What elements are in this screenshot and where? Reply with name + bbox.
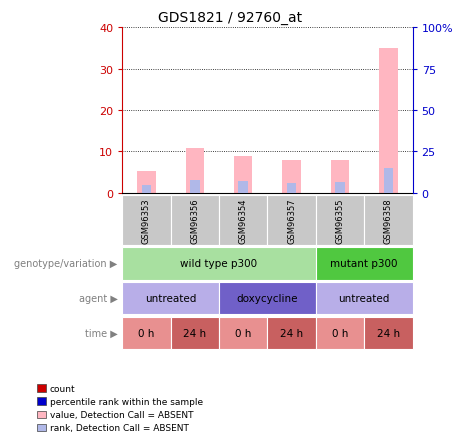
Text: 0 h: 0 h xyxy=(332,328,348,338)
Bar xyxy=(137,172,155,193)
Text: GSM96355: GSM96355 xyxy=(336,197,344,243)
Text: time ▶: time ▶ xyxy=(85,328,118,338)
Text: wild type p300: wild type p300 xyxy=(180,259,258,269)
Bar xyxy=(331,161,349,193)
Text: GSM96357: GSM96357 xyxy=(287,197,296,243)
Text: 24 h: 24 h xyxy=(183,328,207,338)
Bar xyxy=(384,168,393,193)
Text: GSM96353: GSM96353 xyxy=(142,197,151,243)
Text: GDS1821 / 92760_at: GDS1821 / 92760_at xyxy=(159,11,302,25)
Bar xyxy=(238,182,248,193)
Bar xyxy=(190,180,200,193)
Text: mutant p300: mutant p300 xyxy=(331,259,398,269)
Text: count: count xyxy=(50,384,76,393)
Text: untreated: untreated xyxy=(145,293,196,303)
Text: GSM96356: GSM96356 xyxy=(190,197,199,243)
Bar xyxy=(379,49,397,193)
Text: rank, Detection Call = ABSENT: rank, Detection Call = ABSENT xyxy=(50,423,189,432)
Text: 0 h: 0 h xyxy=(138,328,154,338)
Text: GSM96354: GSM96354 xyxy=(239,197,248,243)
Bar xyxy=(142,186,151,193)
Text: doxycycline: doxycycline xyxy=(236,293,298,303)
Bar xyxy=(186,148,204,193)
Bar xyxy=(283,160,301,193)
Text: agent ▶: agent ▶ xyxy=(79,293,118,303)
Text: 24 h: 24 h xyxy=(377,328,400,338)
Text: value, Detection Call = ABSENT: value, Detection Call = ABSENT xyxy=(50,410,193,419)
Text: 24 h: 24 h xyxy=(280,328,303,338)
Text: untreated: untreated xyxy=(338,293,390,303)
Text: GSM96358: GSM96358 xyxy=(384,197,393,243)
Bar xyxy=(287,184,296,193)
Text: genotype/variation ▶: genotype/variation ▶ xyxy=(14,259,118,269)
Text: percentile rank within the sample: percentile rank within the sample xyxy=(50,397,203,406)
Text: 0 h: 0 h xyxy=(235,328,251,338)
Bar xyxy=(234,157,252,193)
Bar xyxy=(335,182,345,193)
